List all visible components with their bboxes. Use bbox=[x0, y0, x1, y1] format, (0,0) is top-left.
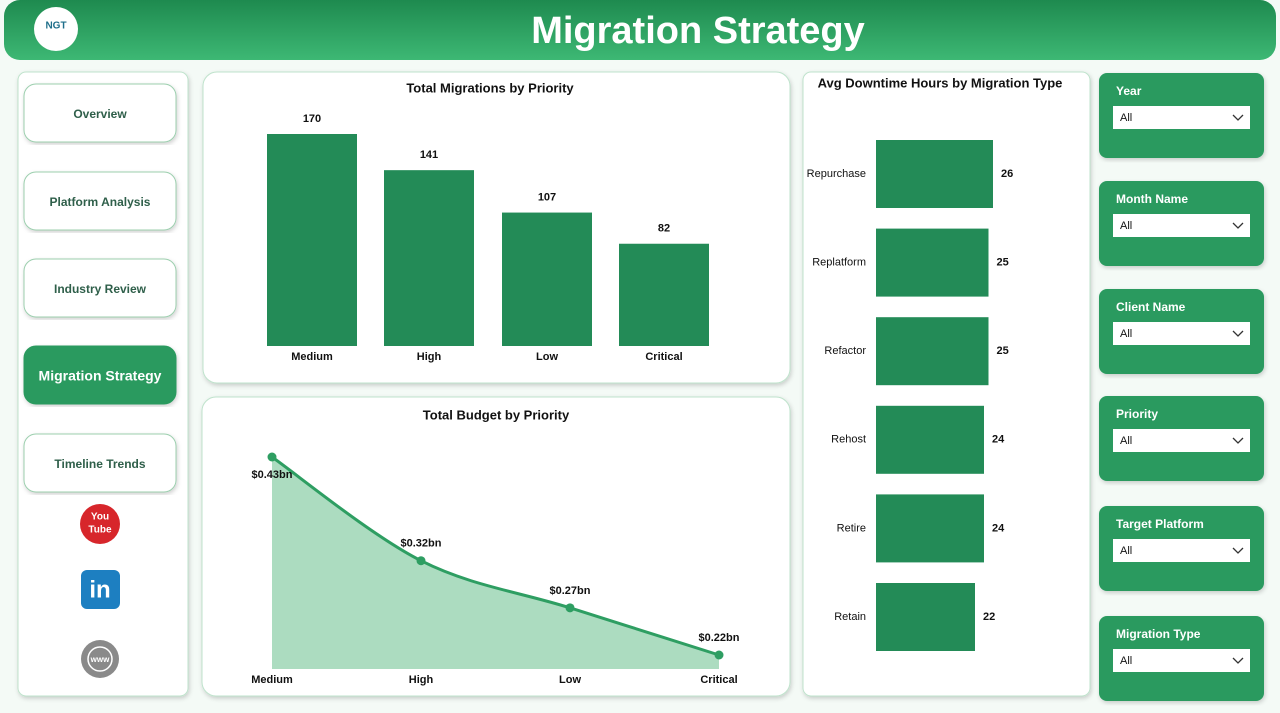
x-tick-label: Critical bbox=[700, 674, 737, 686]
dropdown-value: All bbox=[1120, 655, 1132, 667]
x-tick-label: Medium bbox=[251, 674, 293, 686]
chevron bbox=[1232, 547, 1244, 554]
header-bar bbox=[4, 0, 1276, 60]
chevron bbox=[1232, 437, 1244, 444]
filter-label: Priority bbox=[1116, 407, 1158, 421]
dropdown[interactable] bbox=[1113, 539, 1250, 562]
nav-button[interactable] bbox=[23, 433, 177, 493]
nav-label: Migration Strategy bbox=[39, 368, 162, 384]
icon-text: You bbox=[91, 512, 109, 523]
dropdown-value: All bbox=[1120, 435, 1132, 447]
point bbox=[565, 603, 575, 613]
icon-text: www bbox=[90, 655, 110, 664]
bar bbox=[876, 405, 984, 474]
x-tick-label: Medium bbox=[291, 351, 333, 363]
bar bbox=[876, 583, 975, 651]
dropdown[interactable] bbox=[1113, 322, 1250, 345]
data-label: 141 bbox=[420, 149, 438, 161]
data-label: 82 bbox=[658, 223, 670, 235]
data-label: $0.43bn bbox=[252, 469, 293, 481]
data-label: $0.22bn bbox=[699, 632, 740, 644]
dropdown[interactable] bbox=[1113, 649, 1250, 672]
filter-label: Target Platform bbox=[1116, 517, 1204, 531]
chart-title: Avg Downtime Hours by Migration Type bbox=[818, 75, 1063, 90]
chevron bbox=[1232, 114, 1244, 121]
bar bbox=[876, 317, 989, 386]
data-label: $0.32bn bbox=[401, 538, 442, 550]
point bbox=[267, 452, 277, 462]
dropdown-value: All bbox=[1120, 220, 1132, 232]
data-label: 107 bbox=[538, 191, 556, 203]
x-tick-label: Critical bbox=[645, 351, 682, 363]
dropdown-value: All bbox=[1120, 112, 1132, 124]
x-tick-label: High bbox=[417, 351, 442, 363]
nav-label: Platform Analysis bbox=[50, 195, 151, 209]
nav-label: Overview bbox=[73, 107, 127, 121]
x-tick-label: High bbox=[409, 674, 434, 686]
linkedin-icon[interactable] bbox=[81, 570, 120, 609]
y-tick-label: Rehost bbox=[831, 434, 866, 446]
bar bbox=[384, 170, 474, 346]
nav-button[interactable] bbox=[23, 83, 177, 143]
area bbox=[272, 457, 719, 669]
youtube-icon[interactable] bbox=[80, 504, 120, 544]
nav-label: Industry Review bbox=[54, 282, 147, 296]
dropdown-value: All bbox=[1120, 328, 1132, 340]
chart-title: Total Budget by Priority bbox=[423, 407, 570, 422]
chevron bbox=[1232, 222, 1244, 229]
x-tick-label: Low bbox=[536, 351, 558, 363]
x-tick-label: Low bbox=[559, 674, 581, 686]
data-label: 25 bbox=[997, 345, 1009, 357]
data-label: 24 bbox=[992, 522, 1005, 534]
filter-label: Year bbox=[1116, 84, 1142, 98]
point bbox=[714, 650, 724, 660]
nav-button[interactable] bbox=[23, 258, 177, 318]
filter-label: Month Name bbox=[1116, 192, 1188, 206]
icon-text: in bbox=[89, 576, 110, 603]
data-label: 24 bbox=[992, 434, 1005, 446]
filter-label: Client Name bbox=[1116, 300, 1186, 314]
logo-text: NGT bbox=[45, 21, 66, 32]
bar bbox=[267, 134, 357, 346]
web-icon[interactable] bbox=[81, 640, 119, 678]
y-tick-label: Refactor bbox=[824, 345, 866, 357]
bar bbox=[876, 140, 993, 208]
dropdown[interactable] bbox=[1113, 429, 1250, 452]
data-label: $0.27bn bbox=[550, 585, 591, 597]
y-tick-label: Replatform bbox=[812, 257, 866, 269]
bar bbox=[619, 243, 709, 346]
data-label: 22 bbox=[983, 611, 995, 623]
chevron bbox=[1232, 657, 1244, 664]
bar bbox=[502, 212, 592, 346]
globe bbox=[87, 646, 113, 672]
nav-button[interactable] bbox=[23, 171, 177, 231]
dropdown[interactable] bbox=[1113, 106, 1250, 129]
page-title: Migration Strategy bbox=[531, 10, 865, 52]
data-label: 170 bbox=[303, 113, 321, 125]
data-label: 25 bbox=[997, 257, 1009, 269]
filter-label: Migration Type bbox=[1116, 627, 1201, 641]
line bbox=[271, 455, 720, 657]
chart-title: Total Migrations by Priority bbox=[406, 80, 574, 95]
nav-button[interactable] bbox=[23, 345, 177, 405]
nav-label: Timeline Trends bbox=[54, 457, 145, 471]
dropdown-value: All bbox=[1120, 545, 1132, 557]
point bbox=[416, 556, 426, 566]
y-tick-label: Retain bbox=[834, 611, 866, 623]
logo bbox=[34, 7, 78, 51]
bar bbox=[876, 494, 984, 563]
y-tick-label: Retire bbox=[837, 522, 866, 534]
y-tick-label: Repurchase bbox=[807, 168, 866, 180]
data-label: 26 bbox=[1001, 168, 1013, 180]
bar bbox=[876, 228, 989, 297]
chevron bbox=[1232, 330, 1244, 337]
icon-text: Tube bbox=[88, 525, 112, 536]
dropdown[interactable] bbox=[1113, 214, 1250, 237]
